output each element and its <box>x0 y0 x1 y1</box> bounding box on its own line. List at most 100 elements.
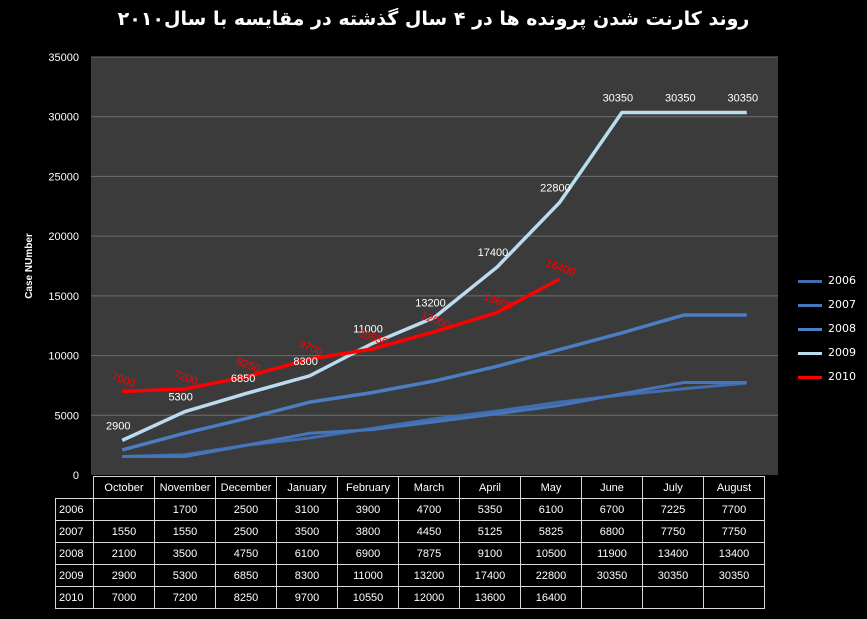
table-column-header: April <box>459 476 521 499</box>
table-cell: 4700 <box>398 498 460 521</box>
table-cell: 10500 <box>520 542 582 565</box>
plot-area <box>91 57 778 475</box>
table-cell: 2100 <box>93 542 155 565</box>
table-cell: 1550 <box>154 520 216 543</box>
table-row: 2007 1550 1550 2500 3500 3800 4450 5125 5825 6800… <box>55 520 765 543</box>
table-column-header: March <box>398 476 460 499</box>
data-label-2009: 17400 <box>478 247 509 259</box>
data-label-2009: 6850 <box>231 373 255 385</box>
table-cell: 6850 <box>215 564 277 587</box>
table-row-label: 2007 <box>55 520 94 543</box>
table-cell: 3900 <box>337 498 399 521</box>
table-cell: 7225 <box>642 498 704 521</box>
table-cell: 2500 <box>215 498 277 521</box>
table-row: 2009 2900 5300 6850 8300 11000 13200 17400 22800… <box>55 564 765 587</box>
table-cell: 30350 <box>642 564 704 587</box>
y-tick-label: 15000 <box>48 291 79 303</box>
table-cell: 6900 <box>337 542 399 565</box>
legend-swatch <box>798 328 822 331</box>
table-cell: 22800 <box>520 564 582 587</box>
table-row: 2010 7000 7200 8250 9700 10550 12000 13600 16400 <box>55 586 765 609</box>
table-cell: 16400 <box>520 586 582 609</box>
y-tick-label: 35000 <box>48 52 79 64</box>
table-cell: 11900 <box>581 542 643 565</box>
table-cell: 7750 <box>703 520 765 543</box>
legend-swatch <box>798 376 822 379</box>
table-cell: 5825 <box>520 520 582 543</box>
table-cell: 13400 <box>642 542 704 565</box>
table-cell: 8250 <box>215 586 277 609</box>
table-cell: 30350 <box>581 564 643 587</box>
table-cell <box>642 586 704 609</box>
legend-item-2010: 2010 <box>798 370 864 394</box>
table-row-label: 2010 <box>55 586 94 609</box>
table-column-header: May <box>520 476 582 499</box>
series-line-2007 <box>122 380 747 458</box>
data-label-2009: 11000 <box>353 324 383 336</box>
series-line-2010 <box>122 277 561 394</box>
series-lines <box>121 110 747 458</box>
table-cell: 13600 <box>459 586 521 609</box>
table-cell: 6100 <box>276 542 338 565</box>
table-cell: 13200 <box>398 564 460 587</box>
table-row: 2008 2100 3500 4750 6100 6900 7875 9100 10500 119… <box>55 542 765 565</box>
table-cell <box>581 586 643 609</box>
table-cell: 7700 <box>703 498 765 521</box>
table-cell: 1700 <box>154 498 216 521</box>
table-cell: 7000 <box>93 586 155 609</box>
data-label-2009: 30350 <box>727 93 758 105</box>
table-cell: 7750 <box>642 520 704 543</box>
table-row-label: 2006 <box>55 498 94 521</box>
legend-item-2007: 2007 <box>798 298 864 322</box>
table-row: 2006 1700 2500 3100 3900 4700 5350 6100 6700 7225… <box>55 498 765 521</box>
table-cell: 5300 <box>154 564 216 587</box>
table-cell: 7200 <box>154 586 216 609</box>
table-cell: 5125 <box>459 520 521 543</box>
table-cell: 3100 <box>276 498 338 521</box>
y-axis-ticks: 0 5000 10000 15000 20000 25000 30000 35000 <box>48 52 79 482</box>
table-cell: 6800 <box>581 520 643 543</box>
legend-swatch <box>798 352 822 355</box>
table-corner <box>55 476 94 499</box>
table-cell: 4750 <box>215 542 277 565</box>
legend-label: 2009 <box>828 346 856 359</box>
y-tick-label: 0 <box>73 470 79 482</box>
table-row-label: 2008 <box>55 542 94 565</box>
legend-label: 2006 <box>828 274 856 287</box>
legend-swatch <box>798 280 822 283</box>
table-cell: 30350 <box>703 564 765 587</box>
table-cell: 9700 <box>276 586 338 609</box>
table-column-header: February <box>337 476 399 499</box>
data-label-2009: 13200 <box>415 297 446 309</box>
legend-swatch <box>798 304 822 307</box>
table-cell: 13400 <box>703 542 765 565</box>
table-cell <box>703 586 765 609</box>
y-tick-label: 30000 <box>48 112 79 124</box>
table-cell: 1550 <box>93 520 155 543</box>
legend-item-2006: 2006 <box>798 274 864 298</box>
table-cell: 17400 <box>459 564 521 587</box>
table-cell: 7875 <box>398 542 460 565</box>
table-cell: 3500 <box>154 542 216 565</box>
table-column-header: June <box>581 476 643 499</box>
table-column-header: November <box>154 476 216 499</box>
y-tick-label: 10000 <box>48 351 79 363</box>
data-label-2009: 5300 <box>168 392 192 404</box>
table-cell: 3500 <box>276 520 338 543</box>
legend-label: 2008 <box>828 322 856 335</box>
table-cell: 8300 <box>276 564 338 587</box>
legend-item-2008: 2008 <box>798 322 864 346</box>
legend-label: 2010 <box>828 370 856 383</box>
table-cell <box>93 498 155 521</box>
table-cell: 2500 <box>215 520 277 543</box>
data-label-2009: 8300 <box>293 356 317 368</box>
legend: 2006 2007 2008 2009 2010 <box>798 274 864 394</box>
table-cell: 3800 <box>337 520 399 543</box>
data-label-2009: 30350 <box>603 93 634 105</box>
legend-label: 2007 <box>828 298 856 311</box>
y-tick-label: 20000 <box>48 231 79 243</box>
table-column-header: January <box>276 476 338 499</box>
table-cell: 9100 <box>459 542 521 565</box>
data-label-2009: 2900 <box>106 420 130 432</box>
